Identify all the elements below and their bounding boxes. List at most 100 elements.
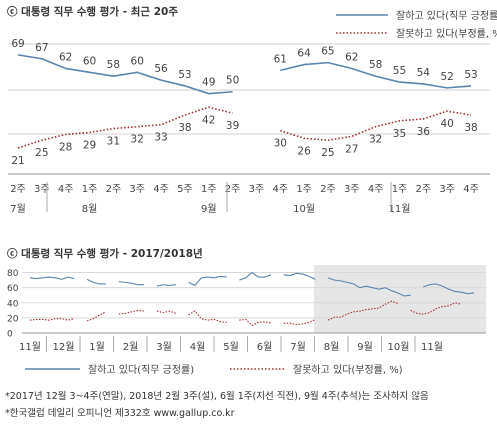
top-x-tick-label: 3주 [344, 184, 360, 195]
bottom-y-tick-label: 20 [7, 314, 19, 324]
top-x-tick-label: 1주 [82, 184, 98, 195]
bottom-x-month-label: 9월 [357, 341, 373, 353]
bottom-negative-series-line [188, 310, 227, 323]
top-x-tick-label: 1주 [201, 184, 217, 195]
bottom-legend-positive-label: 잘하고 있다(직무 긍정률) [88, 363, 194, 376]
bottom-chart-grid: 0 20 40 60 80 [7, 269, 486, 340]
negative-series-line [17, 106, 233, 149]
positive-value-label: 56 [154, 63, 168, 75]
positive-value-label: 67 [35, 42, 48, 54]
positive-value-label: 52 [440, 71, 453, 83]
negative-value-label: 40 [440, 118, 453, 130]
positive-value-label: 64 [297, 48, 311, 60]
recent-20-weeks-highlight [314, 265, 486, 333]
bottom-negative-series-line [156, 310, 177, 314]
positive-value-label: 58 [107, 59, 120, 71]
bottom-x-month-label: 11월 [421, 341, 443, 353]
top-x-tick-label: 3주 [129, 184, 145, 195]
bottom-legend: 잘하고 있다(직무 긍정률) 잘못하고 있다(부정률, %) [25, 363, 403, 376]
footnote-1: *2017년 12월 3~4주(연말), 2018년 2월 3주(설), 6월 … [5, 390, 429, 402]
top-x-tick-label: 4주 [153, 184, 169, 195]
negative-value-label: 42 [202, 114, 215, 126]
top-x-tick-label: 4주 [272, 184, 288, 195]
negative-value-label: 35 [393, 128, 406, 140]
top-x-tick-label: 4주 [368, 184, 384, 195]
bottom-chart-plot [29, 271, 475, 327]
top-x-tick-label: 2주 [225, 184, 241, 195]
bottom-positive-series-line [423, 283, 475, 295]
top-x-month-label: 11월 [389, 203, 411, 215]
top-chart-title: ⓒ 대통령 직무 수행 평가 - 최근 20주 [7, 5, 178, 18]
bottom-negative-series-line [283, 318, 316, 326]
positive-value-label: 60 [83, 55, 96, 67]
bottom-negative-series-line [29, 318, 75, 321]
top-x-tick-label: 3주 [34, 184, 50, 195]
bottom-positive-series-line [118, 281, 145, 286]
bottom-positive-series-line [86, 278, 107, 285]
bottom-negative-series-line [410, 302, 462, 315]
bottom-chart-title: ⓒ 대통령 직무 수행 평가 - 2017/2018년 [7, 247, 203, 260]
top-x-tick-label: 2주 [10, 184, 26, 195]
positive-value-label: 62 [59, 51, 72, 63]
top-x-tick-label: 4주 [58, 184, 74, 195]
negative-value-label: 38 [178, 122, 191, 134]
bottom-positive-series-line [283, 272, 316, 280]
top-x-month-label: 10월 [293, 203, 315, 215]
negative-value-label: 29 [83, 139, 96, 151]
top-legend: 잘하고 있다(직무 긍정률) 잘못하고 있다(부정률, %) [336, 9, 497, 40]
positive-series-line [17, 54, 233, 95]
top-x-tick-label: 4주 [463, 184, 479, 195]
bottom-y-tick-label: 0 [7, 330, 13, 340]
bottom-x-month-label: 3월 [156, 341, 172, 353]
negative-value-label: 30 [274, 138, 287, 150]
bottom-chart-x-axis: 11월 12월 1월 2월 3월 4월 5월 6월 7월 8월 9월 10월 11월 [19, 336, 443, 353]
top-x-tick-label: 3주 [439, 184, 455, 195]
negative-value-label: 33 [154, 132, 167, 144]
negative-value-label: 32 [369, 134, 382, 146]
negative-series-line [280, 110, 472, 142]
top-chart-grid [8, 43, 490, 175]
top-x-month-label: 7월 [10, 203, 26, 215]
bottom-x-month-label: 8월 [324, 341, 340, 353]
legend-negative-label: 잘못하고 있다(부정률, %) [396, 27, 497, 40]
positive-value-label: 50 [226, 75, 239, 87]
positive-value-label: 61 [274, 53, 287, 65]
negative-value-label: 39 [226, 120, 239, 132]
bottom-legend-negative-label: 잘못하고 있다(부정률, %) [293, 363, 403, 376]
top-chart-x-axis: 2주 7월 3주 4주 1주 8월 2주 3주 4주 5주 1주 9월 2주 3주 4주 1주 10월 2주 3주 4… [10, 182, 479, 215]
top-x-tick-label: 1주 [392, 184, 408, 195]
bottom-negative-series-line [118, 309, 145, 315]
bottom-positive-series-line [156, 284, 176, 287]
positive-value-label: 49 [202, 77, 215, 89]
legend-positive-label: 잘하고 있다(직무 긍정률) [396, 9, 497, 22]
negative-value-label: 28 [59, 141, 72, 153]
bottom-positive-series-line [327, 277, 411, 297]
bottom-negative-series-line [239, 318, 272, 327]
negative-value-label: 36 [417, 126, 431, 138]
positive-value-label: 58 [369, 59, 382, 71]
top-x-month-label: 8월 [82, 203, 98, 215]
bottom-x-month-label: 2월 [123, 341, 139, 353]
top-x-tick-label: 2주 [416, 184, 432, 195]
bottom-x-month-label: 5월 [223, 341, 239, 353]
positive-value-label: 53 [178, 69, 191, 81]
bottom-x-month-label: 12월 [53, 341, 75, 353]
negative-value-label: 27 [345, 143, 358, 155]
bottom-negative-series-line [327, 300, 399, 321]
bottom-positive-series-line [188, 275, 227, 287]
negative-value-label: 25 [35, 147, 48, 159]
bottom-x-month-label: 11월 [19, 341, 41, 353]
top-x-tick-label: 2주 [106, 184, 122, 195]
top-x-tick-label: 2주 [320, 184, 336, 195]
bottom-x-month-label: 1월 [89, 341, 105, 353]
bottom-positive-series-line [29, 276, 75, 280]
positive-value-label: 55 [393, 65, 406, 77]
negative-value-label: 31 [107, 136, 120, 148]
top-chart-plot: 69 67 62 60 58 60 56 53 49 50 61 64 65 62 58 55 54 52 53 21… [11, 38, 477, 167]
positive-value-label: 54 [417, 67, 431, 79]
negative-value-label: 21 [11, 155, 24, 167]
footnote-2: *한국갤럽 데일리 오피니언 제332호 www.gallup.co.kr [5, 407, 235, 419]
bottom-negative-series-line [86, 311, 107, 322]
bottom-x-month-label: 4월 [190, 341, 206, 353]
